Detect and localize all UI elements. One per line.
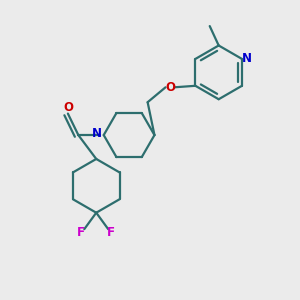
Text: F: F [77,226,85,238]
Text: N: N [92,127,102,140]
Text: O: O [63,100,73,113]
Text: F: F [107,226,115,238]
Text: O: O [165,81,175,94]
Text: N: N [242,52,252,65]
